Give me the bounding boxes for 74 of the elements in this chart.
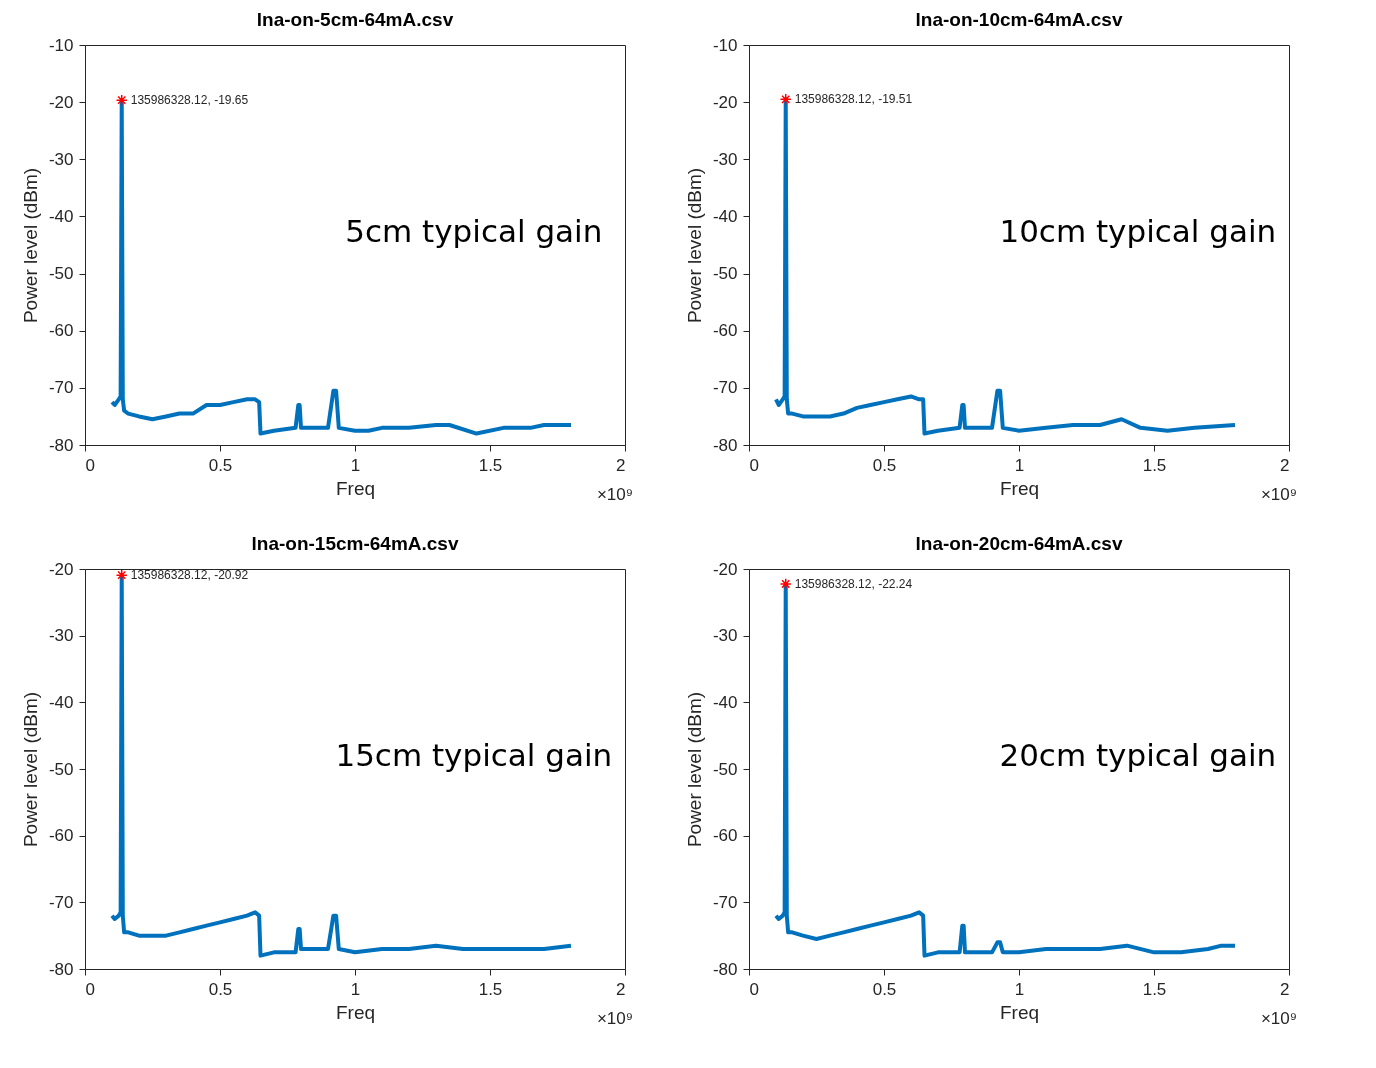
x-tick-label: 1: [1014, 455, 1025, 475]
y-tick-label: -40: [712, 206, 738, 226]
x-tick-label: 1: [350, 455, 361, 475]
x-tick-label: 1.5: [1142, 455, 1167, 475]
text: ×10⁹: [596, 485, 633, 504]
chart-title: lna-on-15cm-64mA.csv: [251, 533, 459, 554]
x-axis-title: Freq: [999, 477, 1040, 499]
y-tick-label: -30: [48, 149, 74, 169]
y-tick-label: -10: [48, 35, 74, 55]
y-tick-label: -10: [712, 35, 738, 55]
y-tick-label: -70: [48, 378, 74, 398]
x-tick-label: 2: [1280, 979, 1290, 999]
y-tick-label: -80: [48, 959, 74, 979]
y-tick-label: -50: [712, 264, 738, 284]
chart-title: lna-on-20cm-64mA.csv: [915, 533, 1123, 554]
x-tick-label: 0.5: [872, 455, 897, 475]
y-tick-label: -70: [48, 892, 74, 912]
y-tick-label: -30: [712, 626, 738, 646]
y-tick-label: -20: [712, 559, 738, 579]
y-tick-label: -30: [48, 626, 74, 646]
x-tick-label: 0: [749, 979, 759, 999]
x-tick-label: 0.5: [208, 455, 233, 475]
y-tick-label: -50: [48, 264, 74, 284]
y-tick-label: -60: [712, 321, 738, 341]
annotation: 10cm typical gain: [999, 213, 1277, 249]
chart-title: lna-on-5cm-64mA.csv: [256, 9, 454, 30]
y-tick-label: -20: [48, 559, 74, 579]
y-tick-label: -70: [712, 892, 738, 912]
y-axis-title: Power level (dBm): [683, 167, 705, 324]
y-tick-label: -20: [48, 92, 74, 112]
x-tick-label: 1: [350, 979, 361, 999]
y-tick-label: -40: [48, 692, 74, 712]
chart-title: lna-on-10cm-64mA.csv: [915, 9, 1123, 30]
y-tick-label: -70: [712, 378, 738, 398]
y-tick-label: -80: [712, 959, 738, 979]
text: ×10⁹: [1260, 1009, 1297, 1028]
y-tick-label: -80: [712, 435, 738, 455]
x-tick-label: 0: [85, 979, 95, 999]
annotation: 5cm typical gain: [345, 213, 603, 249]
y-axis-title: Power level (dBm): [683, 691, 705, 848]
y-tick-label: -40: [712, 692, 738, 712]
y-axis-title: Power level (dBm): [19, 691, 41, 848]
annotation: 20cm typical gain: [999, 737, 1277, 773]
y-tick-label: -20: [712, 92, 738, 112]
y-tick-label: -60: [712, 826, 738, 846]
x-tick-label: 0.5: [872, 979, 897, 999]
x-tick-label: 2: [1280, 455, 1290, 475]
y-tick-label: -60: [48, 826, 74, 846]
x-axis-title: Freq: [335, 1001, 376, 1023]
x-tick-label: 1: [1014, 979, 1025, 999]
y-tick-label: -30: [712, 149, 738, 169]
annotation: 135986328.12, -19.51: [794, 92, 913, 107]
x-axis-title: Freq: [999, 1001, 1040, 1023]
annotation: 135986328.12, -20.92: [130, 568, 249, 583]
text: ×10⁹: [596, 1009, 633, 1028]
x-tick-label: 0: [85, 455, 95, 475]
x-tick-label: 2: [616, 979, 626, 999]
x-tick-label: 0: [749, 455, 759, 475]
x-tick-label: 1.5: [1142, 979, 1167, 999]
y-tick-label: -40: [48, 206, 74, 226]
y-tick-label: -60: [48, 321, 74, 341]
x-tick-label: 1.5: [478, 979, 503, 999]
y-tick-label: -80: [48, 435, 74, 455]
y-tick-label: -50: [48, 759, 74, 779]
y-axis-title: Power level (dBm): [19, 167, 41, 324]
annotation: 135986328.12, -19.65: [130, 93, 249, 108]
annotation: 15cm typical gain: [335, 737, 613, 773]
text: ×10⁹: [1260, 485, 1297, 504]
y-tick-label: -50: [712, 759, 738, 779]
x-axis-title: Freq: [335, 477, 376, 499]
x-tick-label: 1.5: [478, 455, 503, 475]
annotation: 135986328.12, -22.24: [794, 576, 913, 591]
x-tick-label: 2: [616, 455, 626, 475]
x-tick-label: 0.5: [208, 979, 233, 999]
